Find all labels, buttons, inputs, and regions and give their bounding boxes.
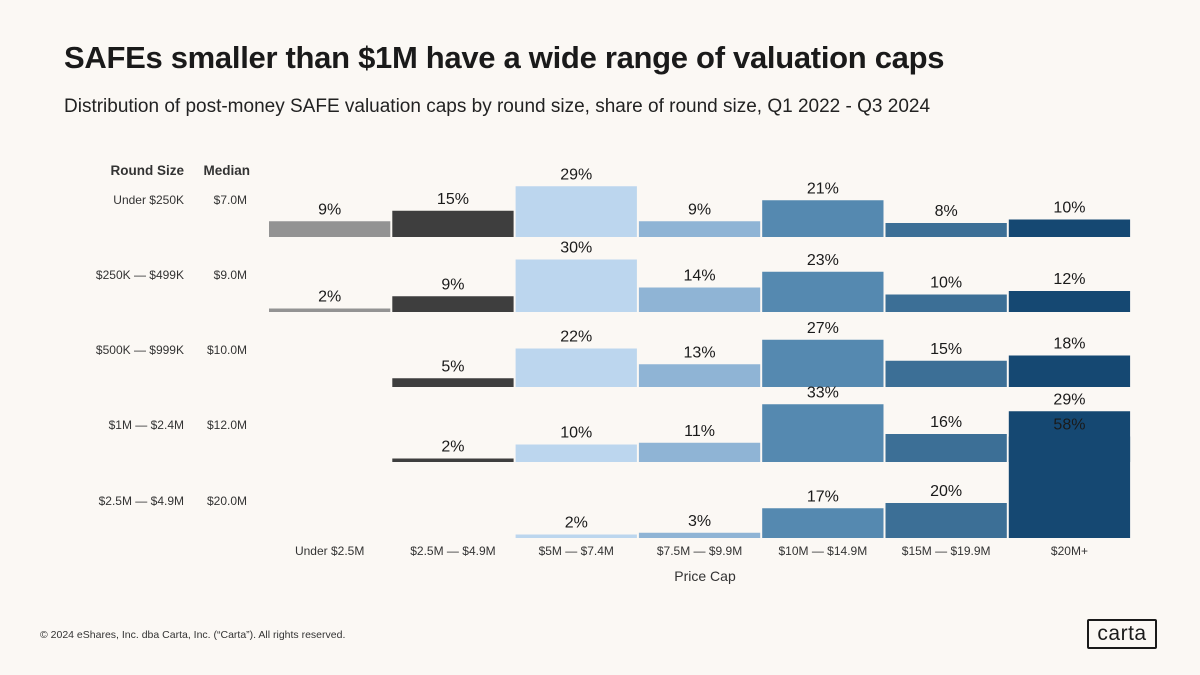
data-label-under-250k-2-5m-4-9m: 15% — [437, 191, 469, 208]
row-median-250k-499k: $9.0M — [214, 268, 247, 282]
data-label-250k-499k-10m-14-9m: 23% — [807, 252, 839, 269]
bar-under-250k-15m-19-9m — [885, 223, 1007, 237]
data-label-500k-999k-15m-19-9m: 15% — [930, 341, 962, 358]
data-label-250k-499k-15m-19-9m: 10% — [930, 275, 962, 292]
bar-under-250k-2-5m-4-9m — [392, 210, 514, 237]
data-label-250k-499k-20m: 12% — [1053, 271, 1085, 288]
data-label-1m-2-4m-20m: 29% — [1053, 391, 1085, 408]
row-median-500k-999k: $10.0M — [207, 343, 247, 357]
bar-under-250k-20m — [1008, 219, 1131, 237]
bar-250k-499k-under-2-5m — [269, 308, 391, 312]
data-label-250k-499k-under-2-5m: 2% — [318, 289, 341, 306]
bar-250k-499k-5m-7-4m — [515, 259, 637, 312]
bar-under-250k-5m-7-4m — [515, 186, 637, 237]
bar-1m-2-4m-5m-7-4m — [515, 444, 637, 462]
data-label-2-5m-4-9m-10m-14-9m: 17% — [807, 488, 839, 505]
data-label-under-250k-15m-19-9m: 8% — [935, 203, 958, 220]
round-size-header: Round Size — [111, 163, 185, 178]
chart-subtitle: Distribution of post-money SAFE valuatio… — [64, 96, 931, 117]
x-tick-10m-14-9m: $10M — $14.9M — [778, 544, 867, 558]
bar-500k-999k-10m-14-9m — [762, 339, 884, 387]
copyright-text: © 2024 eShares, Inc. dba Carta, Inc. (“C… — [40, 629, 346, 641]
data-label-under-250k-7-5m-9-9m: 9% — [688, 201, 711, 218]
data-label-500k-999k-2-5m-4-9m: 5% — [441, 358, 464, 375]
bar-250k-499k-2-5m-4-9m — [392, 296, 514, 312]
row-median-1m-2-4m: $12.0M — [207, 418, 247, 432]
bar-2-5m-4-9m-15m-19-9m — [885, 503, 1007, 538]
bar-250k-499k-20m — [1008, 291, 1131, 312]
bar-1m-2-4m-15m-19-9m — [885, 434, 1007, 462]
data-label-1m-2-4m-7-5m-9-9m: 11% — [684, 423, 715, 440]
data-label-under-250k-10m-14-9m: 21% — [807, 180, 839, 197]
bar-500k-999k-15m-19-9m — [885, 360, 1007, 387]
data-label-2-5m-4-9m-20m: 58% — [1053, 417, 1085, 434]
bar-250k-499k-15m-19-9m — [885, 294, 1007, 312]
bar-250k-499k-10m-14-9m — [762, 271, 884, 312]
bar-2-5m-4-9m-7-5m-9-9m — [638, 532, 761, 538]
bar-500k-999k-7-5m-9-9m — [638, 364, 761, 387]
bar-2-5m-4-9m-20m — [1008, 436, 1131, 538]
row-median-under-250k: $7.0M — [214, 193, 247, 207]
row-label-250k-499k: $250K — $499K — [96, 268, 184, 282]
data-label-500k-999k-7-5m-9-9m: 13% — [684, 344, 716, 361]
x-tick-20m: $20M+ — [1051, 544, 1088, 558]
bar-1m-2-4m-10m-14-9m — [762, 404, 884, 462]
bar-under-250k-under-2-5m — [269, 221, 391, 237]
data-label-500k-999k-10m-14-9m: 27% — [807, 320, 839, 337]
x-tick-under-2-5m: Under $2.5M — [295, 544, 364, 558]
bar-1m-2-4m-7-5m-9-9m — [638, 442, 761, 462]
data-label-under-250k-under-2-5m: 9% — [318, 201, 341, 218]
row-median-2-5m-4-9m: $20.0M — [207, 494, 247, 508]
data-label-500k-999k-20m: 18% — [1053, 336, 1085, 353]
bar-1m-2-4m-2-5m-4-9m — [392, 458, 514, 462]
data-label-1m-2-4m-15m-19-9m: 16% — [930, 414, 962, 431]
x-tick-5m-7-4m: $5M — $7.4M — [539, 544, 614, 558]
x-tick-2-5m-4-9m: $2.5M — $4.9M — [410, 544, 495, 558]
bar-500k-999k-5m-7-4m — [515, 348, 637, 387]
bar-500k-999k-20m — [1008, 355, 1131, 387]
data-label-250k-499k-5m-7-4m: 30% — [560, 240, 592, 257]
data-label-250k-499k-7-5m-9-9m: 14% — [684, 268, 716, 285]
carta-logo[interactable]: carta — [1087, 619, 1157, 649]
row-label-under-250k: Under $250K — [113, 193, 184, 207]
bar-under-250k-7-5m-9-9m — [638, 221, 761, 237]
bar-under-250k-10m-14-9m — [762, 200, 884, 237]
row-label-1m-2-4m: $1M — $2.4M — [109, 418, 184, 432]
data-label-500k-999k-5m-7-4m: 22% — [560, 329, 592, 346]
bar-2-5m-4-9m-5m-7-4m — [515, 534, 637, 538]
row-label-500k-999k: $500K — $999K — [96, 343, 184, 357]
data-label-under-250k-20m: 10% — [1053, 200, 1085, 217]
chart-title: SAFEs smaller than $1M have a wide range… — [64, 40, 945, 75]
median-header: Median — [203, 163, 250, 178]
data-label-1m-2-4m-2-5m-4-9m: 2% — [441, 439, 464, 456]
data-label-250k-499k-2-5m-4-9m: 9% — [441, 276, 464, 293]
bar-500k-999k-2-5m-4-9m — [392, 378, 514, 387]
valuation-cap-chart: Round Size Median Under $250K $7.0M 9% 15% 29%… — [96, 163, 1131, 584]
data-label-2-5m-4-9m-5m-7-4m: 2% — [565, 515, 588, 532]
data-label-1m-2-4m-5m-7-4m: 10% — [560, 425, 592, 442]
x-tick-15m-19-9m: $15M — $19.9M — [902, 544, 991, 558]
x-tick-7-5m-9-9m: $7.5M — $9.9M — [657, 544, 742, 558]
bar-250k-499k-7-5m-9-9m — [638, 287, 761, 312]
data-label-under-250k-5m-7-4m: 29% — [560, 166, 592, 183]
bar-2-5m-4-9m-10m-14-9m — [762, 508, 884, 538]
data-label-2-5m-4-9m-15m-19-9m: 20% — [930, 483, 962, 500]
data-label-1m-2-4m-10m-14-9m: 33% — [807, 384, 839, 401]
data-label-2-5m-4-9m-7-5m-9-9m: 3% — [688, 513, 711, 530]
row-label-2-5m-4-9m: $2.5M — $4.9M — [99, 494, 184, 508]
x-axis-title: Price Cap — [674, 568, 736, 584]
